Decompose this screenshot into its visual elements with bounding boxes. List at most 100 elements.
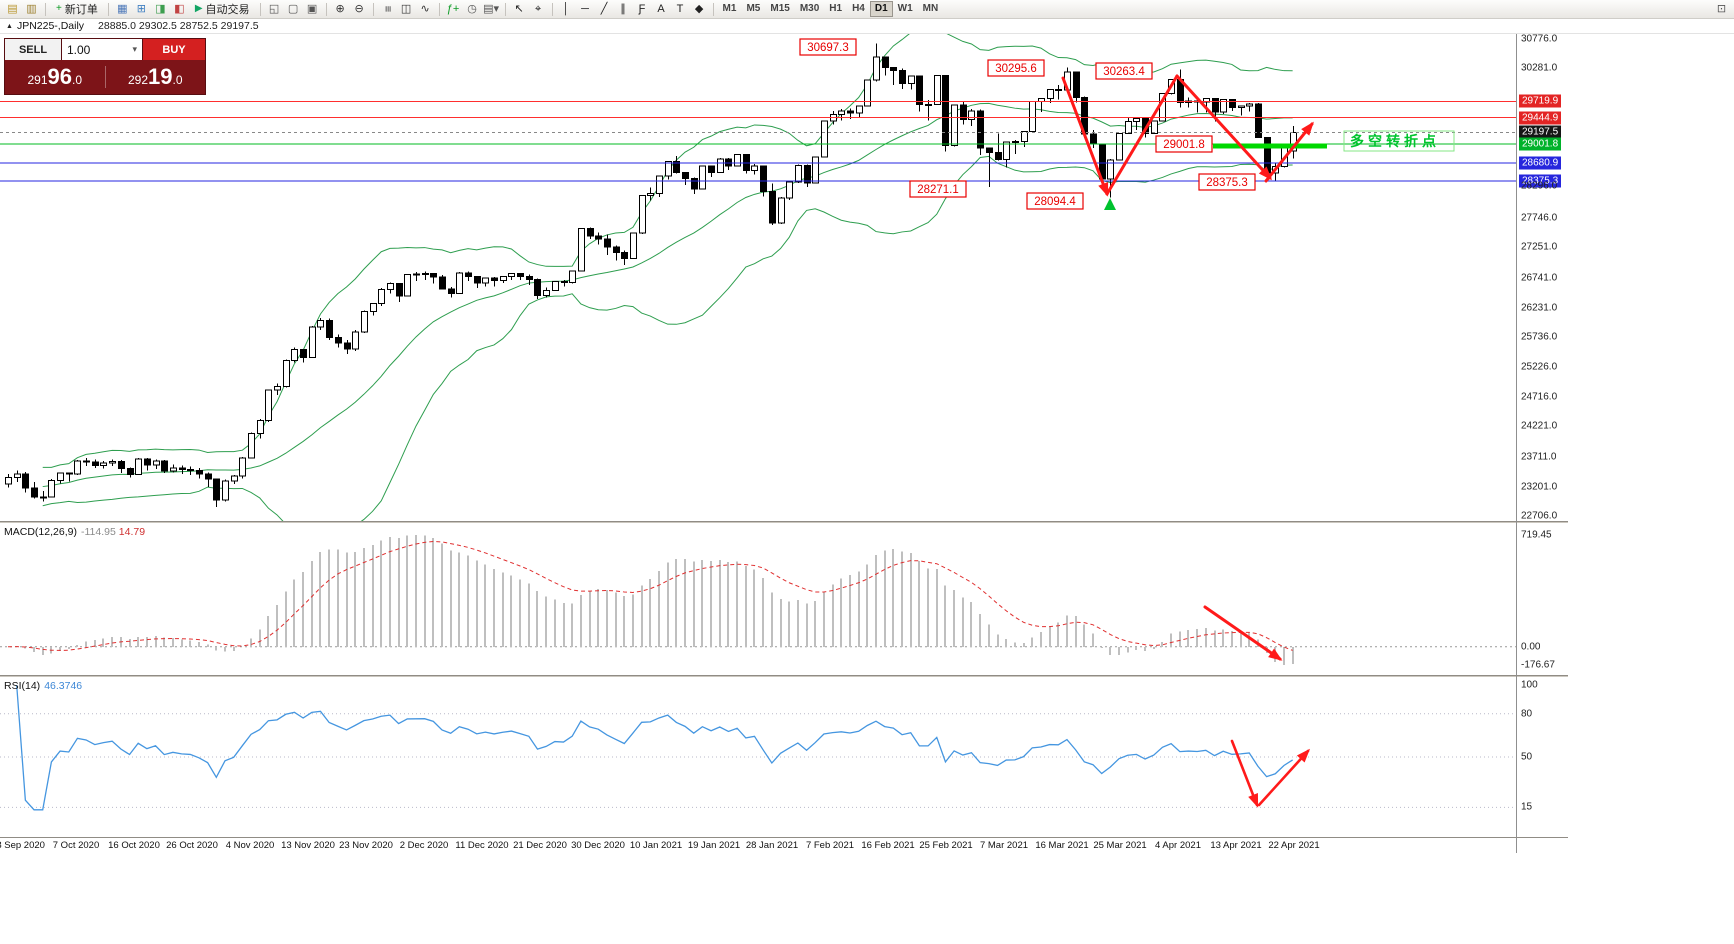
cursor-icon[interactable]: ↖ [514,3,524,15]
price-axis-label: 29444.9 [1519,111,1562,125]
crosshair-icon[interactable]: ⌖ [534,3,542,15]
label-icon[interactable]: T [676,3,684,15]
macd-pane[interactable]: MACD(12,26,9) -114.95 14.79 [0,523,1568,675]
cascade-windows-icon[interactable]: ▢ [287,3,299,15]
rsi-axis-label: 15 [1521,801,1533,813]
data-window-icon[interactable]: ◨ [155,3,166,15]
navigator-icon[interactable]: ◧ [174,3,185,15]
auto-trading-icon: ▶ [194,3,203,14]
time-axis-label: 16 Mar 2021 [1035,840,1089,851]
buy-button[interactable]: BUY [142,39,205,60]
macd-axis-label: 0.00 [1521,641,1541,653]
text-icon[interactable]: A [657,3,665,15]
volume-input[interactable]: 1.00 ▾ [62,39,142,60]
timeframe-m15[interactable]: M15 [770,3,790,14]
templates-icon[interactable]: ▤▾ [483,3,499,15]
shapes-icon[interactable]: ◆ [694,3,704,15]
buy-price-big: 19 [148,64,173,89]
price-chart-canvas[interactable]: 30697.3 30295.6 30263.4 29001.8 28271.1 28094… [0,34,1516,521]
price-axis-label: 24221.0 [1521,420,1558,432]
time-axis-label: 25 Mar 2021 [1093,840,1147,851]
time-axis-label: 7 Feb 2021 [805,840,855,851]
timeframe-m1[interactable]: M1 [722,3,737,14]
sell-price-prefix: 291 [27,73,48,87]
pane-divider[interactable] [0,521,1568,523]
price-axis-label: 27746.0 [1521,212,1558,224]
rsi-pane[interactable]: RSI(14) 46.3746 [0,677,1568,837]
svg-text:30295.6: 30295.6 [995,63,1037,75]
price-axis-label: 25736.0 [1521,331,1558,343]
rsi-axis-label: 80 [1521,708,1533,720]
svg-text:30697.3: 30697.3 [807,42,849,54]
time-axis-label: 19 Jan 2021 [687,840,741,851]
timeframe-m5[interactable]: M5 [746,3,761,14]
chart-tab-arrow-icon: ▲ [6,22,13,30]
timeframe-h4[interactable]: H4 [852,3,865,14]
time-axis-label: 16 Feb 2021 [861,840,915,851]
window-layout-icon[interactable]: ⊡ [1716,3,1727,15]
line-chart-icon[interactable]: ∿ [420,3,430,15]
rsi-indicator-label: RSI(14) 46.3746 [4,680,82,692]
chart-tab-bar[interactable]: ▲ JPN225-,Daily 28885.0 29302.5 28752.5 … [0,19,1734,34]
new-order-button[interactable]: + 新订单 [52,1,102,17]
price-axis-label: 24716.0 [1521,391,1558,403]
timeframe-w1[interactable]: W1 [897,3,913,14]
price-axis[interactable]: 30776.0 30281.0 29719.9 29444.9 29197.5 29001… [1518,0,1588,944]
price-axis-label: 29719.9 [1519,94,1562,108]
zoom-out-icon[interactable]: ⊖ [354,3,364,15]
toolbar-separator [551,2,553,16]
svg-text:29001.8: 29001.8 [1163,139,1205,151]
volume-dropdown-icon[interactable]: ▾ [132,44,137,54]
horizontal-line-icon[interactable]: ─ [581,3,589,15]
macd-canvas[interactable] [0,523,1516,675]
timeframe-m30[interactable]: M30 [799,3,820,14]
chart-title: JPN225-,Daily [16,20,85,32]
time-axis-label: 10 Jan 2021 [629,840,683,851]
time-axis-label: 16 Oct 2020 [108,840,160,851]
arrange-windows-icon[interactable]: ▣ [306,3,318,15]
time-axis-label: 28 Jan 2021 [745,840,799,851]
svg-text:28375.3: 28375.3 [1206,177,1248,189]
macd-name: MACD(12,26,9) [4,526,77,538]
price-axis-label: 23711.0 [1521,451,1557,463]
fibonacci-icon[interactable]: Ƒ [638,3,646,15]
time-axis-label: 25 Feb 2021 [919,840,973,851]
one-click-trading-panel: SELL 1.00 ▾ BUY 29196.0 29219.0 [4,38,206,95]
price-axis-label: 28375.3 [1519,174,1562,188]
rsi-name: RSI(14) [4,680,41,692]
time-axis[interactable]: 28 Sep 2020 7 Oct 2020 16 Oct 2020 26 Oct 2… [0,837,1568,853]
price-axis-label: 25226.0 [1521,361,1558,373]
new-order-icon: + [56,3,62,14]
time-axis-label: 26 Oct 2020 [166,840,218,851]
macd-axis-label: -176.67 [1521,659,1555,671]
timeframe-h1[interactable]: H1 [829,3,843,14]
time-axis-label: 7 Mar 2021 [979,840,1029,851]
new-chart-icon[interactable]: ▤ [7,3,18,15]
sell-price-big: 96 [47,64,72,89]
candlestick-chart-icon[interactable]: ◫ [400,3,412,15]
rsi-canvas[interactable] [0,677,1516,837]
auto-trading-button[interactable]: ▶ 自动交易 [191,1,254,17]
timeframe-mn[interactable]: MN [922,3,939,14]
indicators-icon[interactable]: ƒ+ [446,3,460,15]
market-watch-icon[interactable]: ⊞ [136,3,146,15]
price-axis-label: 28680.9 [1519,156,1562,170]
vertical-line-icon[interactable]: │ [562,3,570,15]
tile-windows-icon[interactable]: ◱ [268,3,280,15]
price-chart-pane[interactable]: 30697.3 30295.6 30263.4 29001.8 28271.1 28094… [0,34,1568,521]
price-axis-label: 28296.0 [1521,180,1558,192]
periods-icon[interactable]: ◷ [467,3,477,15]
toolbar: ▤ ▥ + 新订单 ▦ ⊞ ◨ ◧ ▶ 自动交易 ◱ ▢ ▣ ⊕ ⊖ ≡ ◫ ∿ ƒ+ ◷ ▤▾ ↖ ⌖ │ ─ ╱ ∥ Ƒ A T ◆ M1… [0,0,1734,19]
pane-divider[interactable] [0,675,1568,677]
channel-icon[interactable]: ∥ [620,3,626,15]
rsi-value: 46.3746 [44,680,83,692]
sell-button[interactable]: SELL [5,39,62,60]
bar-chart-icon[interactable]: ≡ [381,5,394,13]
chart-window-icon[interactable]: ▦ [117,3,128,15]
time-axis-label: 22 Apr 2021 [1268,840,1320,851]
zoom-in-icon[interactable]: ⊕ [335,3,345,15]
trendline-icon[interactable]: ╱ [600,3,608,15]
timeframe-d1[interactable]: D1 [869,1,893,17]
profiles-icon[interactable]: ▥ [26,3,37,15]
